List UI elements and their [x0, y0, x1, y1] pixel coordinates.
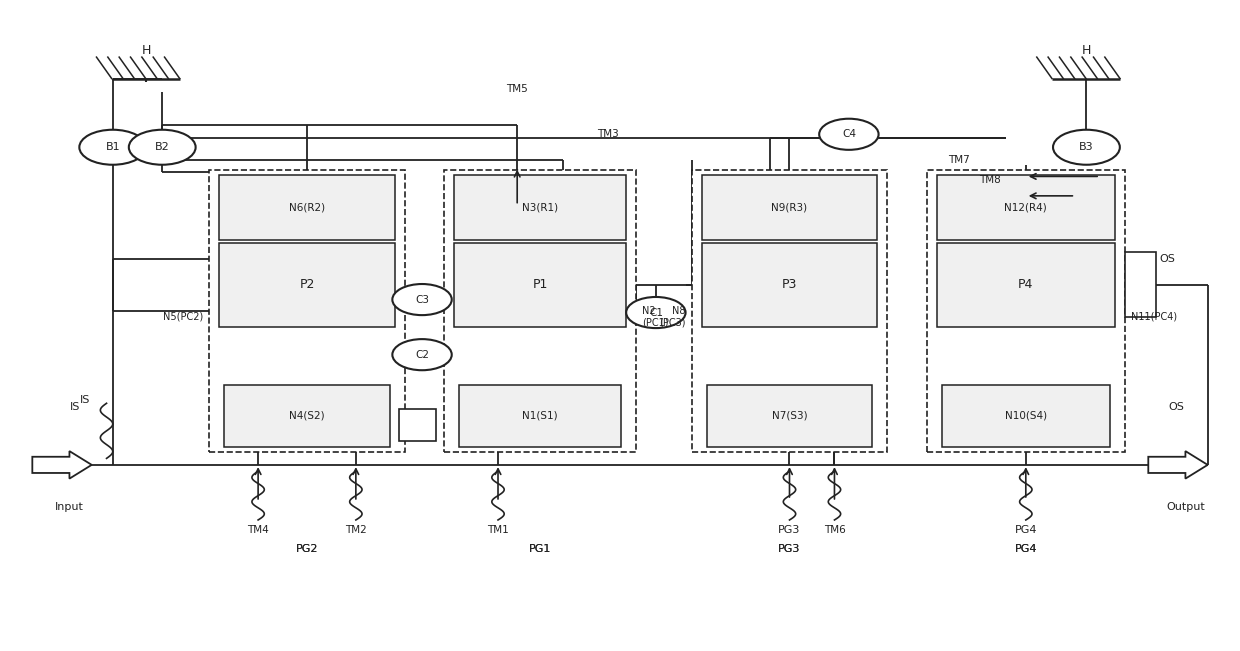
Polygon shape — [32, 451, 92, 478]
Text: P3: P3 — [781, 279, 797, 292]
Bar — [219, 175, 394, 240]
Text: IS: IS — [71, 402, 81, 411]
Polygon shape — [1148, 451, 1208, 478]
Text: PG3: PG3 — [779, 544, 801, 554]
Text: N5(PC2): N5(PC2) — [162, 312, 203, 322]
Text: TM6: TM6 — [823, 525, 846, 534]
Bar — [459, 385, 621, 447]
Text: N4(S2): N4(S2) — [289, 411, 325, 421]
Bar — [219, 243, 394, 327]
Bar — [444, 170, 636, 452]
Bar — [692, 170, 888, 452]
Text: OS: OS — [1168, 402, 1184, 411]
Text: TM8: TM8 — [980, 174, 1001, 185]
Text: Input: Input — [55, 502, 84, 512]
Text: Output: Output — [1166, 502, 1205, 512]
Text: P4: P4 — [1018, 279, 1033, 292]
Circle shape — [820, 118, 879, 150]
Text: IS: IS — [81, 395, 91, 405]
Text: N2
(PC1): N2 (PC1) — [642, 306, 668, 327]
Text: PG3: PG3 — [779, 544, 801, 554]
Text: PG4: PG4 — [1014, 544, 1037, 554]
Bar — [941, 385, 1110, 447]
Text: B1: B1 — [105, 142, 120, 152]
Bar — [224, 385, 389, 447]
Bar — [398, 409, 435, 441]
Text: B3: B3 — [1079, 142, 1094, 152]
Text: C4: C4 — [842, 130, 856, 139]
Text: TM3: TM3 — [596, 130, 619, 139]
Circle shape — [79, 130, 146, 165]
Text: PG4: PG4 — [1014, 544, 1037, 554]
Text: P2: P2 — [299, 279, 315, 292]
Text: N3(R1): N3(R1) — [522, 202, 558, 212]
Text: B2: B2 — [155, 142, 170, 152]
Text: PG3: PG3 — [779, 525, 801, 534]
Text: TM7: TM7 — [949, 155, 970, 165]
Text: N9(R3): N9(R3) — [771, 202, 807, 212]
Text: H: H — [1081, 44, 1091, 57]
Circle shape — [626, 297, 686, 328]
Circle shape — [392, 339, 451, 370]
Text: N10(S4): N10(S4) — [1004, 411, 1047, 421]
Bar — [936, 243, 1115, 327]
Text: PG1: PG1 — [529, 544, 552, 554]
Text: PG4: PG4 — [1014, 525, 1037, 534]
Text: N1(S1): N1(S1) — [522, 411, 558, 421]
Text: N8
(PC3): N8 (PC3) — [660, 306, 686, 327]
Text: PG2: PG2 — [295, 544, 319, 554]
Text: C1: C1 — [649, 307, 663, 318]
Circle shape — [129, 130, 196, 165]
Bar — [707, 385, 873, 447]
Bar — [936, 175, 1115, 240]
Text: PG1: PG1 — [529, 544, 552, 554]
Bar — [454, 243, 626, 327]
Text: C2: C2 — [415, 350, 429, 359]
Text: H: H — [141, 44, 151, 57]
Text: OS: OS — [1159, 254, 1176, 264]
Bar — [926, 170, 1125, 452]
Text: TM4: TM4 — [247, 525, 269, 534]
Circle shape — [392, 284, 451, 315]
Bar — [1125, 253, 1156, 317]
Text: C3: C3 — [415, 294, 429, 305]
Text: N11(PC4): N11(PC4) — [1131, 312, 1177, 322]
Text: PG2: PG2 — [295, 544, 319, 554]
Text: N7(S3): N7(S3) — [771, 411, 807, 421]
Circle shape — [1053, 130, 1120, 165]
Text: N6(R2): N6(R2) — [289, 202, 325, 212]
Bar — [210, 170, 404, 452]
Bar — [454, 175, 626, 240]
Text: TM1: TM1 — [487, 525, 508, 534]
Bar — [702, 175, 878, 240]
Text: TM5: TM5 — [506, 84, 528, 94]
Bar — [702, 243, 878, 327]
Text: P1: P1 — [532, 279, 548, 292]
Text: TM2: TM2 — [345, 525, 367, 534]
Text: N12(R4): N12(R4) — [1004, 202, 1048, 212]
